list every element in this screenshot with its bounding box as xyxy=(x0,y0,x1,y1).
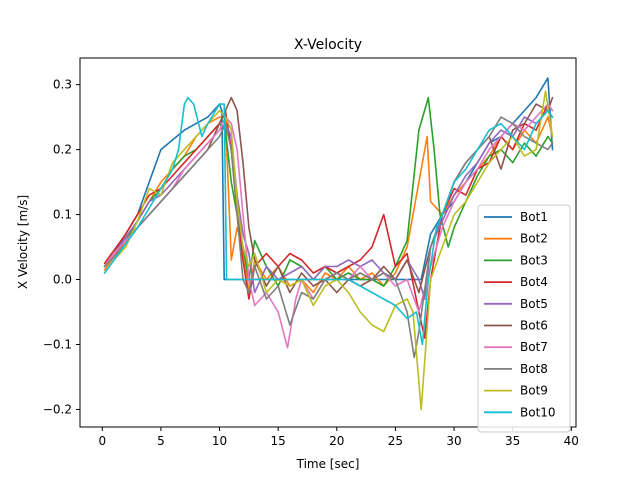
chart-title: X-Velocity xyxy=(294,37,362,53)
legend-label: Bot5 xyxy=(520,297,548,311)
series-group xyxy=(103,77,554,411)
series-line-bot9 xyxy=(103,90,554,411)
legend-label: Bot9 xyxy=(520,384,548,398)
x-tick-label: 35 xyxy=(505,434,520,448)
legend-label: Bot10 xyxy=(520,405,556,419)
legend: Bot1 Bot2 Bot3 Bot4 Bot5 Bot6 Bot7 Bot8 Bot9 Bot1… xyxy=(477,204,571,433)
legend-box xyxy=(477,204,571,433)
axes-frame xyxy=(79,57,577,428)
x-axis-ticks: 0 5 10 15 20 25 30 35 40 xyxy=(98,427,579,448)
y-tick-label: 0.2 xyxy=(53,143,72,157)
y-axis-ticks: −0.2 −0.1 0.0 0.1 0.2 0.3 xyxy=(43,78,80,416)
y-tick-label: −0.2 xyxy=(43,402,72,416)
x-tick-label: 10 xyxy=(212,434,227,448)
x-tick-label: 40 xyxy=(564,434,579,448)
y-tick-label: 0.3 xyxy=(53,78,72,92)
x-tick-label: 30 xyxy=(446,434,461,448)
legend-label: Bot6 xyxy=(520,319,548,333)
series-line-bot4 xyxy=(103,103,554,339)
y-tick-label: 0.0 xyxy=(53,273,72,287)
series-line-bot10 xyxy=(103,96,554,346)
x-tick-label: 15 xyxy=(271,434,286,448)
x-tick-label: 0 xyxy=(98,434,106,448)
x-tick-label: 25 xyxy=(388,434,403,448)
legend-label: Bot8 xyxy=(520,362,548,376)
series-line-bot7 xyxy=(103,103,554,349)
legend-label: Bot1 xyxy=(520,210,548,224)
x-tick-label: 5 xyxy=(157,434,165,448)
y-axis-label: X Velocity [m/s] xyxy=(16,195,30,289)
x-tick-label: 20 xyxy=(329,434,344,448)
legend-label: Bot3 xyxy=(520,253,548,267)
y-tick-label: −0.1 xyxy=(43,337,72,351)
legend-label: Bot7 xyxy=(520,340,548,354)
y-tick-label: 0.1 xyxy=(53,208,72,222)
x-axis-label: Time [sec] xyxy=(296,457,360,471)
legend-label: Bot4 xyxy=(520,275,548,289)
legend-label: Bot2 xyxy=(520,232,548,246)
